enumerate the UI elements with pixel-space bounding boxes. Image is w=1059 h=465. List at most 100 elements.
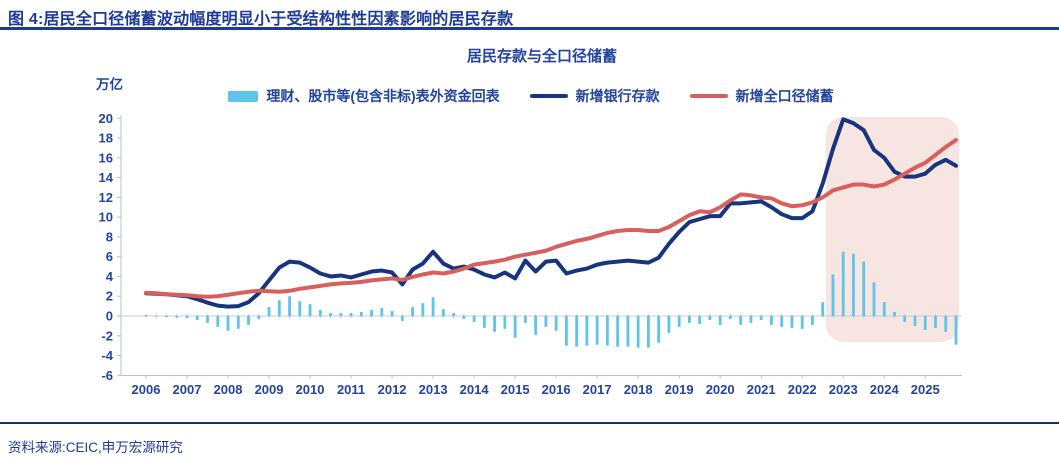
legend-item-offbalance-funds: 理财、股市等(包含非标)表外资金回表 bbox=[228, 86, 500, 106]
offbalance-bar-mark bbox=[616, 316, 620, 347]
offbalance-bar-mark bbox=[688, 316, 691, 323]
y-tick-label: 0 bbox=[106, 309, 113, 324]
offbalance-bar-mark bbox=[441, 309, 445, 316]
offbalance-bar-mark bbox=[790, 316, 794, 328]
offbalance-bar-mark bbox=[257, 316, 261, 319]
source-note: 资料来源:CEIC,申万宏源研究 bbox=[8, 440, 183, 455]
offbalance-bar-mark bbox=[503, 316, 507, 329]
x-tick-label: 2023 bbox=[829, 382, 858, 397]
y-tick-label: -6 bbox=[101, 368, 113, 383]
chart-legend: 理财、股市等(包含非标)表外资金回表 新增银行存款 新增全口径储蓄 bbox=[100, 86, 962, 106]
offbalance-bar-mark bbox=[236, 316, 240, 329]
y-tick-label: 20 bbox=[99, 111, 113, 126]
total-savings-line bbox=[144, 138, 959, 299]
offbalance-bar-mark bbox=[523, 316, 527, 323]
offbalance-bar-mark bbox=[339, 313, 343, 316]
x-tick-label: 2016 bbox=[542, 382, 571, 397]
offbalance-bar-mark bbox=[144, 315, 148, 316]
title-divider bbox=[0, 27, 1059, 30]
legend-label-new-bank-deposits: 新增银行存款 bbox=[575, 88, 660, 104]
offbalance-bar-mark bbox=[647, 316, 650, 348]
chart-title: 居民存款与全口径储蓄 bbox=[466, 48, 617, 65]
offbalance-bar-mark bbox=[770, 316, 773, 325]
offbalance-bar-mark bbox=[267, 307, 271, 316]
x-tick-label: 2025 bbox=[911, 382, 940, 397]
x-tick-label: 2019 bbox=[665, 382, 694, 397]
offbalance-bar-mark bbox=[831, 274, 835, 316]
offbalance-bar-mark bbox=[493, 316, 497, 332]
x-tick-label: 2014 bbox=[460, 382, 490, 397]
offbalance-bar-mark bbox=[913, 316, 917, 326]
y-tick-label: 16 bbox=[99, 150, 113, 165]
offbalance-bar-mark bbox=[380, 308, 384, 316]
offbalance-bar-mark bbox=[636, 316, 640, 348]
offbalance-bar-mark bbox=[677, 316, 681, 327]
offbalance-bar-mark bbox=[206, 316, 209, 323]
x-tick-label: 2024 bbox=[870, 382, 900, 397]
legend-item-new-total-savings: 新增全口径储蓄 bbox=[689, 86, 834, 106]
offbalance-bar-mark bbox=[349, 313, 353, 316]
offbalance-bar-mark bbox=[893, 312, 896, 316]
offbalance-bar-mark bbox=[400, 316, 404, 321]
offbalance-bar-swatch-icon bbox=[228, 90, 259, 102]
offbalance-bar-mark bbox=[708, 316, 712, 320]
offbalance-bar-mark bbox=[288, 296, 291, 316]
offbalance-bar-mark bbox=[216, 316, 220, 327]
x-tick-label: 2020 bbox=[706, 382, 735, 397]
x-tick-label: 2006 bbox=[132, 382, 161, 397]
offbalance-bar-mark bbox=[800, 316, 804, 329]
y-tick-label: 8 bbox=[106, 229, 113, 244]
y-tick-label: 4 bbox=[106, 269, 114, 284]
offbalance-bar-mark bbox=[534, 316, 538, 335]
offbalance-bar-mark bbox=[185, 316, 189, 318]
offbalance-bar-mark bbox=[513, 316, 517, 338]
offbalance-bar-mark bbox=[954, 316, 958, 345]
offbalance-bar-mark bbox=[472, 316, 476, 322]
offbalance-bar-mark bbox=[431, 297, 435, 316]
offbalance-bar-mark bbox=[575, 316, 579, 347]
offbalance-bar-mark bbox=[226, 316, 230, 331]
x-tick-label: 2012 bbox=[378, 382, 407, 397]
y-axis-unit-label: 万亿 bbox=[96, 77, 123, 92]
x-tick-label: 2008 bbox=[214, 382, 243, 397]
offbalance-bar-mark bbox=[595, 316, 599, 345]
offbalance-bar-mark bbox=[370, 310, 373, 316]
offbalance-bar-mark bbox=[729, 316, 732, 319]
offbalance-bar-mark bbox=[852, 253, 855, 316]
offbalance-bar-mark bbox=[934, 316, 937, 328]
offbalance-bar-mark bbox=[462, 316, 466, 319]
x-tick-label: 2010 bbox=[296, 382, 325, 397]
bank-deposits-line bbox=[144, 117, 959, 309]
y-tick-label: 10 bbox=[99, 210, 113, 225]
footer-divider bbox=[0, 422, 1059, 424]
legend-label-new-total-savings: 新增全口径储蓄 bbox=[735, 88, 834, 104]
x-tick-label: 2018 bbox=[624, 382, 653, 397]
x-tick-label: 2009 bbox=[255, 382, 284, 397]
offbalance-bar-mark bbox=[841, 251, 845, 316]
offbalance-bar-mark bbox=[554, 316, 558, 331]
offbalance-bar-mark bbox=[329, 313, 332, 316]
y-tick-label: -2 bbox=[101, 328, 113, 343]
offbalance-bar-mark bbox=[923, 316, 927, 330]
y-tick-label: 18 bbox=[99, 131, 113, 146]
legend-item-new-bank-deposits: 新增银行存款 bbox=[529, 86, 660, 106]
offbalance-bar-mark bbox=[165, 316, 168, 317]
offbalance-bar-mark bbox=[195, 316, 199, 320]
offbalance-bar-mark bbox=[585, 316, 589, 346]
offbalance-bar-mark bbox=[811, 316, 814, 325]
offbalance-bar-mark bbox=[308, 304, 312, 316]
bank-deposits-line-swatch-icon bbox=[529, 93, 568, 99]
y-tick-label: 6 bbox=[106, 249, 113, 264]
offbalance-bar-mark bbox=[318, 310, 322, 316]
offbalance-bar-mark bbox=[882, 302, 886, 316]
y-tick-label: 2 bbox=[106, 289, 113, 304]
offbalance-bar-mark bbox=[605, 316, 609, 346]
y-tick-label: 14 bbox=[99, 170, 114, 185]
y-tick-label: -4 bbox=[101, 348, 113, 363]
offbalance-bar-mark bbox=[657, 316, 661, 343]
x-tick-label: 2017 bbox=[583, 382, 612, 397]
legend-label-offbalance-funds: 理财、股市等(包含非标)表外资金回表 bbox=[266, 88, 500, 104]
offbalance-bar-mark bbox=[944, 316, 948, 332]
x-tick-label: 2011 bbox=[337, 382, 365, 397]
